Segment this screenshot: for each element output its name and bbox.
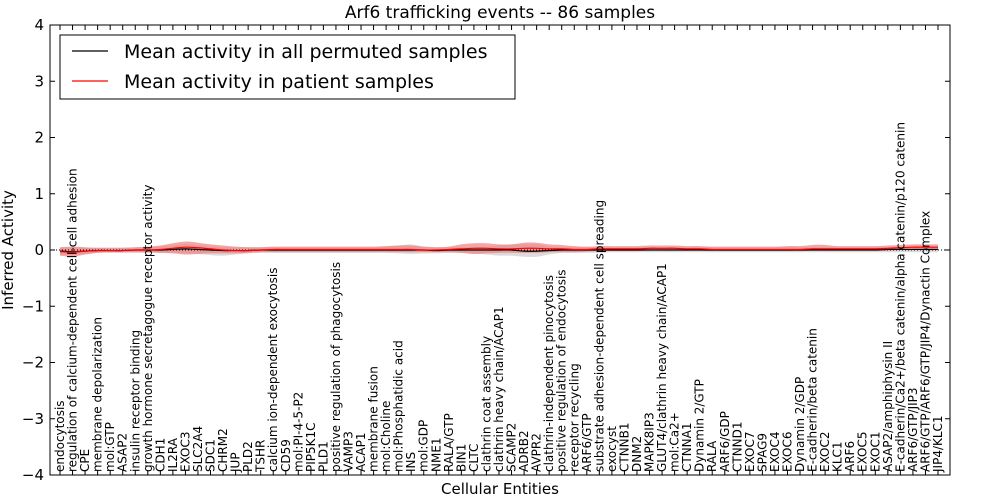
x-tick-label: ASAP2	[116, 433, 130, 472]
x-tick-label: mol:Choline	[379, 401, 393, 472]
x-tick-label: JIP4/KLC1	[931, 415, 945, 473]
x-tick-label: positive regulation of phagocytosis	[329, 262, 343, 472]
x-tick-label: JUP	[229, 452, 243, 473]
y-tick-label: 4	[34, 16, 44, 34]
x-tick-label: mol:GTP	[103, 422, 117, 472]
x-tick-label: Dynamin 2/GDP	[793, 377, 807, 472]
plot-area	[49, 24, 951, 476]
x-tick-label: MAPK8IP3	[643, 412, 657, 472]
x-tick-label: EXOC7	[743, 432, 757, 473]
x-tick-label: BIN1	[454, 444, 468, 472]
x-tick-label: DNM2	[630, 436, 644, 472]
x-tick-label: EXOC5	[856, 432, 870, 473]
x-tick-label: NME1	[429, 437, 443, 472]
x-tick-label: SCAMP2	[505, 423, 519, 472]
x-tick-label: EXOC4	[768, 432, 782, 473]
x-tick-label: E-cadherin/beta catenin	[806, 328, 820, 472]
x-tick-label: membrane depolarization	[91, 317, 105, 472]
x-tick-label: EXOC1	[868, 432, 882, 473]
x-tick-label: EXOC3	[178, 432, 192, 473]
x-tick-label: clathrin coat assembly	[479, 336, 493, 472]
x-tick-label: clathrin heavy chain/ACAP1	[492, 306, 506, 472]
x-tick-label: CLTC	[467, 444, 481, 472]
x-tick-label: AVPR2	[530, 433, 544, 472]
x-axis-label: Cellular Entities	[441, 480, 559, 498]
chart-title: Arf6 trafficking events -- 86 samples	[345, 3, 655, 23]
x-tick-label: IL2RA	[166, 437, 180, 472]
x-tick-label: ARF6	[843, 441, 857, 472]
series-line-patient	[59, 246, 939, 253]
x-tick-label: PIP5K1C	[304, 422, 318, 472]
x-tick-label: clathrin-independent pinocytosis	[542, 275, 556, 472]
y-tick-label: −2	[22, 354, 44, 372]
x-tick-label: receptor recycling	[567, 363, 581, 472]
x-tick-label: EXOC2	[818, 432, 832, 473]
x-tick-label: ARF6/GTP/ARF6/GTP/JIP4/Dynactin Complex	[918, 211, 932, 472]
y-tick-label: 3	[34, 72, 44, 90]
x-tick-label: PLD1	[316, 441, 330, 472]
x-tick-label: mol:Ca2+	[668, 412, 682, 472]
x-tick-label: SLC2A4	[191, 426, 205, 472]
x-tick-label: mol:PI-4-5-P2	[291, 392, 305, 472]
x-tick-label: CTNNA1	[680, 422, 694, 472]
x-tick-label: substrate adhesion-dependent cell spread…	[592, 200, 606, 472]
legend-label: Mean activity in patient samples	[124, 71, 434, 93]
x-tick-label: insulin receptor binding	[128, 330, 142, 472]
x-tick-label: mol:GDP	[417, 420, 431, 472]
x-tick-label: endocytosis	[53, 400, 67, 472]
x-tick-label: PLD2	[241, 441, 255, 472]
x-tick-label: SPAG9	[755, 433, 769, 472]
x-tick-label: ADRB2	[517, 430, 531, 472]
x-tick-label: calcium ion-dependent exocytosis	[266, 268, 280, 473]
x-tick-label: CHRM2	[216, 428, 230, 472]
x-tick-label: EXOC6	[780, 432, 794, 473]
y-tick-label: −1	[22, 297, 44, 315]
x-tick-label: CTNNB1	[617, 422, 631, 472]
x-tick-label: SDC1	[204, 439, 218, 472]
y-tick-label: −4	[22, 466, 44, 484]
x-tick-label: ACAP1	[354, 433, 368, 472]
y-axis-label: Inferred Activity	[0, 190, 17, 310]
x-tick-label: regulation of calcium-dependent cell-cel…	[66, 168, 80, 472]
legend-label: Mean activity in all permuted samples	[124, 41, 487, 63]
y-tick-label: 1	[34, 185, 44, 203]
x-tick-label: VAMP3	[341, 431, 355, 472]
x-tick-label: ARF6/GTP/JIP3	[906, 387, 920, 472]
x-tick-label: CDH1	[153, 438, 167, 472]
x-tick-label: KLC1	[831, 441, 845, 472]
y-tick-label: 2	[34, 129, 44, 147]
x-tick-label: ASAP2/amphiphysin II	[881, 341, 895, 472]
legend-box	[59, 34, 516, 100]
legend: Mean activity in all permuted samples Mea…	[59, 34, 516, 100]
y-tick-label: −3	[22, 410, 44, 428]
x-tick-label: RALA/GTP	[442, 413, 456, 472]
x-tick-label: exocyst	[605, 426, 619, 472]
x-tick-label: CD59	[279, 439, 293, 472]
x-tick-label: E-cadherin/Ca2+/beta catenin/alpha caten…	[893, 122, 907, 472]
y-axis: −4 −3 −2 −1 0 1 2 3 4	[22, 16, 950, 484]
x-tick-label: growth hormone secretagogue receptor act…	[141, 185, 155, 472]
x-tick-label: mol:Phosphatidic acid	[392, 340, 406, 472]
y-tick-label: 0	[34, 241, 44, 259]
x-tick-label: ARF6/GDP	[718, 411, 732, 472]
x-tick-label: INS	[404, 452, 418, 472]
x-tick-label: positive regulation of endocytosis	[555, 269, 569, 472]
x-tick-label: Dynamin 2/GTP	[693, 379, 707, 472]
x-tick-label: CTNND1	[730, 421, 744, 472]
x-tick-label: GLUT4/clathrin heavy chain/ACAP1	[655, 263, 669, 472]
x-tick-label: RALA	[705, 440, 719, 472]
x-tick-label: TSHR	[254, 440, 268, 473]
x-tick-label: CPE	[78, 449, 92, 472]
x-tick-label: membrane fusion	[367, 366, 381, 472]
x-tick-label: ARF6/GTP	[580, 413, 594, 472]
